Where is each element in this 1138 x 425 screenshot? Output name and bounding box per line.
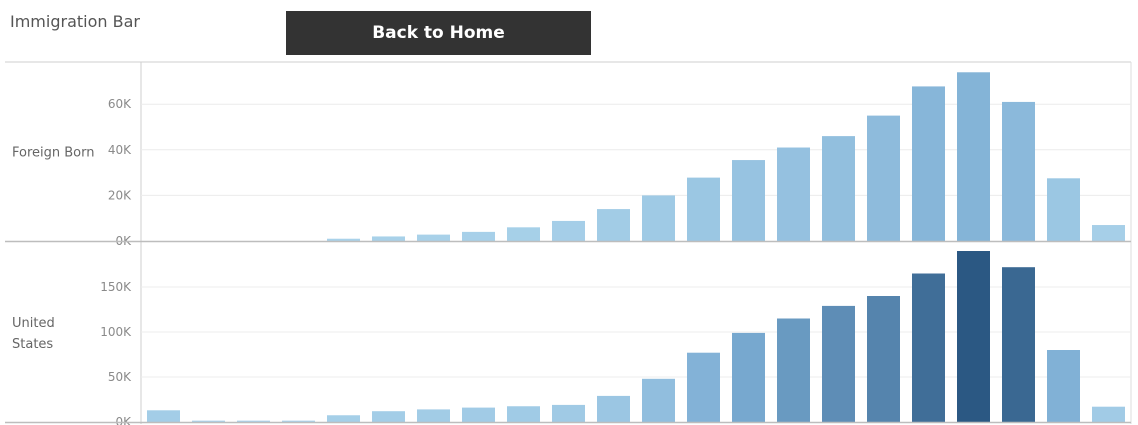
bar <box>1092 225 1125 241</box>
y-tick-label: 20K <box>108 188 132 202</box>
bar <box>372 411 405 422</box>
row-label: States <box>12 337 53 352</box>
bar <box>687 177 720 241</box>
y-tick-label: 0K <box>115 415 132 425</box>
bar <box>822 305 855 422</box>
bar <box>1047 350 1080 422</box>
bar <box>1092 406 1125 422</box>
bar <box>732 332 765 422</box>
bar <box>417 409 450 422</box>
row-label: United <box>12 316 55 331</box>
bar <box>1002 267 1035 422</box>
bar <box>1047 178 1080 241</box>
bar <box>957 72 990 241</box>
bar <box>1002 101 1035 241</box>
bar <box>282 420 315 422</box>
bar <box>687 352 720 422</box>
bar <box>552 220 585 241</box>
back-to-home-button[interactable]: Back to Home <box>286 11 591 55</box>
bar <box>507 406 540 422</box>
bar <box>957 251 990 422</box>
y-tick-label: 60K <box>108 97 132 111</box>
bar <box>642 195 675 241</box>
bar <box>912 273 945 422</box>
bar <box>462 231 495 241</box>
bar <box>417 234 450 241</box>
bar <box>597 209 630 241</box>
bar <box>912 86 945 241</box>
bar <box>732 160 765 241</box>
bar <box>777 318 810 422</box>
y-tick-label: 150K <box>100 280 132 294</box>
bar <box>822 136 855 241</box>
bar <box>147 410 180 422</box>
bar <box>777 147 810 241</box>
bar <box>237 420 270 422</box>
bar <box>642 378 675 422</box>
bar <box>552 404 585 422</box>
page-title: Immigration Bar <box>10 12 140 31</box>
bar <box>867 296 900 422</box>
bar <box>327 238 360 241</box>
row-label: Foreign Born <box>12 146 95 161</box>
y-tick-label: 40K <box>108 143 132 157</box>
y-tick-label: 50K <box>108 370 132 384</box>
bar <box>372 236 405 241</box>
bar <box>192 420 225 422</box>
bar <box>327 415 360 422</box>
bar <box>507 227 540 241</box>
bar <box>597 395 630 422</box>
bar <box>462 407 495 422</box>
bar <box>867 115 900 241</box>
y-tick-label: 100K <box>100 325 132 339</box>
